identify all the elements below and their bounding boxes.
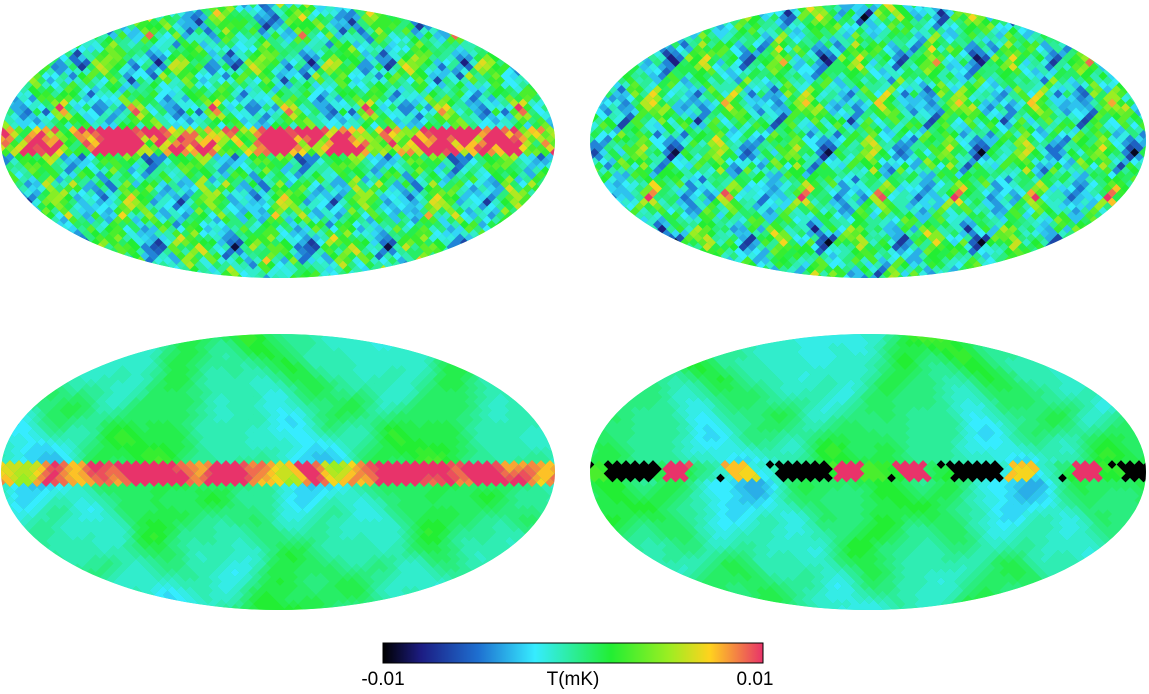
colorbar xyxy=(383,643,763,663)
colorbar-axis-label: T(mK) xyxy=(547,669,600,689)
map-pixels xyxy=(914,330,941,339)
sky-map xyxy=(577,325,1149,618)
sky-map xyxy=(577,0,1149,288)
colorbar-min-label: -0.01 xyxy=(361,669,404,689)
sky-map xyxy=(0,0,568,288)
sky-maps xyxy=(0,0,1149,618)
sky-map xyxy=(0,325,568,618)
colorbar-max-label: 0.01 xyxy=(737,669,774,689)
